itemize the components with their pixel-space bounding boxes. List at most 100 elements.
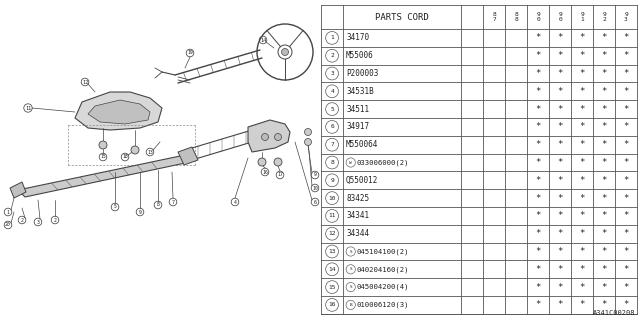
Text: 9: 9	[330, 178, 334, 183]
Text: 13: 13	[147, 149, 153, 155]
Text: *: *	[623, 140, 628, 149]
Text: 20: 20	[5, 222, 11, 228]
Text: *: *	[579, 300, 585, 309]
Text: 16: 16	[262, 170, 268, 174]
Text: 8
7: 8 7	[492, 12, 496, 22]
Text: *: *	[579, 247, 585, 256]
Text: 9
0: 9 0	[536, 12, 540, 22]
Circle shape	[275, 133, 282, 140]
Text: 010006120(3): 010006120(3)	[357, 302, 410, 308]
Text: *: *	[579, 140, 585, 149]
Text: 2: 2	[54, 218, 56, 222]
Text: *: *	[557, 87, 563, 96]
Text: 045104100(2): 045104100(2)	[357, 248, 410, 255]
Text: 9: 9	[139, 210, 141, 214]
Text: 15: 15	[100, 155, 106, 159]
Text: PARTS CORD: PARTS CORD	[375, 12, 429, 21]
Text: B: B	[349, 303, 352, 307]
Text: 4: 4	[330, 89, 334, 94]
Text: *: *	[602, 105, 607, 114]
Text: 040204160(2): 040204160(2)	[357, 266, 410, 273]
Text: *: *	[535, 87, 541, 96]
Text: *: *	[579, 122, 585, 132]
Text: 7: 7	[330, 142, 334, 147]
Text: *: *	[579, 176, 585, 185]
Circle shape	[258, 158, 266, 166]
Text: *: *	[602, 176, 607, 185]
Text: 34344: 34344	[346, 229, 369, 238]
Text: 16: 16	[328, 302, 336, 308]
Text: *: *	[623, 69, 628, 78]
Text: *: *	[535, 158, 541, 167]
Text: 34511: 34511	[346, 105, 369, 114]
Circle shape	[99, 141, 107, 149]
Text: 34917: 34917	[346, 122, 369, 132]
Text: *: *	[623, 122, 628, 132]
Text: *: *	[535, 229, 541, 238]
Text: 9
3: 9 3	[624, 12, 628, 22]
Text: 3: 3	[330, 71, 334, 76]
Polygon shape	[248, 120, 290, 152]
Text: *: *	[623, 283, 628, 292]
Text: 14: 14	[260, 37, 266, 43]
Text: 34531B: 34531B	[346, 87, 374, 96]
Text: *: *	[557, 140, 563, 149]
Text: *: *	[623, 51, 628, 60]
Text: 83425: 83425	[346, 194, 369, 203]
Text: *: *	[623, 212, 628, 220]
Circle shape	[282, 49, 289, 55]
Text: *: *	[602, 158, 607, 167]
Text: *: *	[535, 69, 541, 78]
Text: *: *	[623, 105, 628, 114]
Text: *: *	[623, 158, 628, 167]
Text: 9: 9	[314, 172, 316, 178]
Text: *: *	[602, 283, 607, 292]
Text: S: S	[349, 250, 352, 253]
Text: *: *	[623, 194, 628, 203]
Text: 10: 10	[312, 186, 318, 190]
Text: *: *	[557, 265, 563, 274]
Text: *: *	[557, 212, 563, 220]
Text: *: *	[557, 69, 563, 78]
Text: M550064: M550064	[346, 140, 378, 149]
Polygon shape	[178, 147, 198, 165]
Text: *: *	[535, 51, 541, 60]
Text: *: *	[579, 229, 585, 238]
Text: *: *	[535, 33, 541, 42]
Circle shape	[274, 158, 282, 166]
Text: 2: 2	[20, 218, 24, 222]
Text: *: *	[579, 33, 585, 42]
Text: *: *	[602, 69, 607, 78]
Text: 9
2: 9 2	[602, 12, 606, 22]
Text: *: *	[535, 105, 541, 114]
Text: *: *	[602, 300, 607, 309]
Text: *: *	[535, 247, 541, 256]
Text: *: *	[535, 212, 541, 220]
Circle shape	[131, 146, 139, 154]
Text: *: *	[557, 33, 563, 42]
Text: 12: 12	[82, 79, 88, 84]
Circle shape	[305, 139, 312, 146]
Text: *: *	[557, 300, 563, 309]
Text: 6: 6	[330, 124, 334, 129]
Text: *: *	[579, 87, 585, 96]
Text: A341C00208: A341C00208	[593, 310, 635, 316]
Text: Q550012: Q550012	[346, 176, 378, 185]
Text: *: *	[623, 176, 628, 185]
Text: *: *	[579, 194, 585, 203]
Polygon shape	[10, 182, 26, 198]
Text: *: *	[535, 265, 541, 274]
Text: *: *	[579, 105, 585, 114]
Text: *: *	[557, 51, 563, 60]
Text: *: *	[557, 176, 563, 185]
Circle shape	[305, 129, 312, 135]
Text: *: *	[623, 33, 628, 42]
Text: *: *	[557, 229, 563, 238]
Text: 033006000(2): 033006000(2)	[357, 159, 410, 166]
Polygon shape	[88, 100, 150, 124]
Polygon shape	[18, 155, 190, 197]
Text: 15: 15	[328, 284, 336, 290]
Text: *: *	[623, 87, 628, 96]
Text: *: *	[557, 105, 563, 114]
Text: P200003: P200003	[346, 69, 378, 78]
